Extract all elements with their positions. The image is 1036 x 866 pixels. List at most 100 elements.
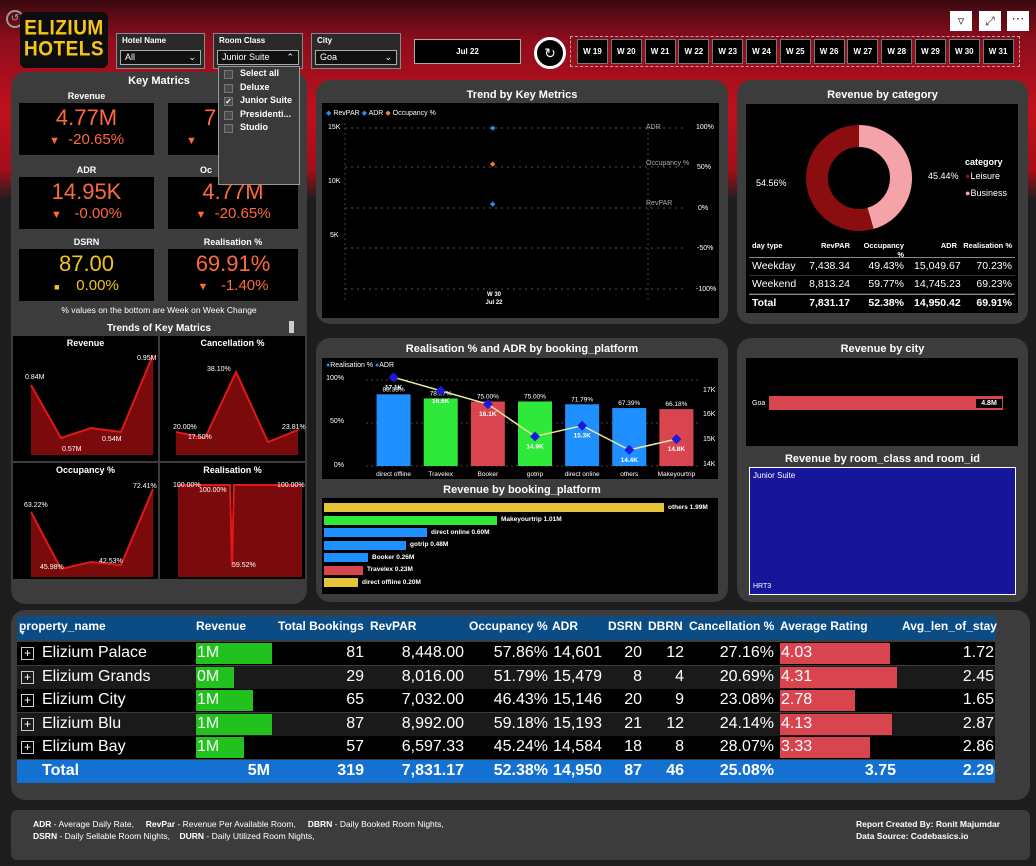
platform-revenue-bar[interactable]	[324, 553, 368, 562]
week-button[interactable]: W 22	[678, 39, 710, 64]
platform-revenue-bar[interactable]	[324, 515, 497, 525]
table-row[interactable]	[17, 736, 995, 759]
divider	[749, 257, 1015, 258]
week-button[interactable]: W 20	[610, 39, 642, 64]
revenue-databar	[196, 666, 234, 688]
expand-plus-icon[interactable]: +	[21, 741, 34, 754]
revenue-trend-label: Revenue	[66, 338, 105, 348]
revenue-trend-chart	[30, 354, 154, 455]
room-class-slicer[interactable]: Room Class Junior Suite ⌃	[213, 33, 303, 69]
reset-icon[interactable]: ↻	[534, 37, 566, 69]
checkbox-checked-icon[interactable]: ✓	[224, 97, 233, 106]
week-button[interactable]: W 29	[915, 39, 946, 64]
total-cell: 319	[337, 762, 364, 779]
platform-revenue-bar[interactable]	[324, 565, 363, 575]
table-cell: 27.16%	[719, 644, 774, 661]
chevron-down-icon: ⌄	[188, 52, 196, 62]
platform-revenue-label: Makeyourtrip 1.01M	[501, 516, 562, 523]
table-row[interactable]	[17, 689, 995, 712]
adr-point[interactable]	[530, 431, 540, 442]
expand-plus-icon[interactable]: +	[21, 670, 34, 684]
hotel-name-slicer[interactable]: Hotel Name All ⌄	[116, 33, 205, 69]
realisation-kpi-value: 69.91%	[195, 251, 271, 276]
week-button[interactable]: W 21	[644, 39, 676, 64]
room-class-option[interactable]: Deluxe	[222, 82, 298, 95]
hotel-name-label: Hotel Name	[122, 36, 167, 45]
room-class-option[interactable]: Studio	[222, 122, 298, 135]
room-class-option[interactable]: Presidenti...	[222, 109, 298, 122]
table-cell: 18	[624, 738, 642, 755]
chevron-down-icon: ⌄	[384, 52, 392, 62]
hotel-name-dropdown[interactable]: All ⌄	[120, 50, 201, 65]
checkbox-icon[interactable]	[224, 110, 233, 120]
table-header-cell[interactable]: Average Rating	[780, 619, 868, 633]
week-button[interactable]: W 25	[779, 39, 811, 64]
table-cell: 14,584	[553, 738, 602, 755]
week-button[interactable]: W 28	[881, 39, 913, 64]
week-button[interactable]: W 26	[813, 39, 845, 64]
table-cell: 23.08%	[719, 691, 774, 708]
table-header-cell[interactable]: Occupancy %	[469, 619, 548, 633]
day-table-header: Occupancy %	[863, 241, 904, 259]
expand-plus-icon[interactable]: +	[21, 694, 34, 707]
city-dropdown[interactable]: Goa ⌄	[315, 50, 397, 65]
table-header-cell[interactable]: Revenue	[196, 619, 247, 633]
month-slicer[interactable]: Jul 22	[414, 39, 521, 64]
checkbox-icon[interactable]	[224, 124, 233, 133]
week-button[interactable]: W 27	[847, 39, 879, 64]
table-header-cell[interactable]: Total Bookings	[278, 619, 364, 633]
platform-revenue-bar[interactable]	[324, 503, 664, 512]
adr-point[interactable]	[624, 444, 635, 455]
realisation-bar[interactable]	[376, 394, 411, 466]
expand-icon[interactable]: ⤢	[979, 11, 1001, 31]
city-revenue-bar[interactable]	[769, 396, 1003, 410]
city-slicer[interactable]: City Goa ⌄	[311, 33, 401, 69]
week-button[interactable]: W 31	[982, 39, 1014, 64]
realisation-label: 71.79%	[571, 396, 593, 403]
realisation-bar[interactable]	[423, 398, 458, 466]
realisation-bar[interactable]	[565, 404, 600, 466]
booking-revenue-title: Revenue by booking_platform	[443, 484, 601, 496]
platform-revenue-label: direct online 0.60M	[431, 528, 490, 536]
property-table-header-bg	[17, 616, 195, 640]
table-header-cell[interactable]: ADR	[552, 619, 578, 633]
table-header-cell[interactable]: RevPAR	[370, 619, 417, 633]
checkbox-icon[interactable]	[224, 70, 233, 79]
week-button[interactable]: W 19	[577, 39, 608, 64]
table-header-cell[interactable]: DBRN	[648, 619, 683, 633]
sort-down-icon[interactable]: ▼	[19, 630, 26, 637]
rev-v4: 0.95M	[137, 355, 157, 362]
checkbox-icon[interactable]	[224, 83, 233, 93]
expand-plus-icon[interactable]: +	[21, 647, 34, 660]
rating-databar	[780, 690, 855, 711]
week-button[interactable]: W 24	[746, 39, 777, 64]
realisation-label: 75.00%	[477, 394, 499, 401]
table-header-cell[interactable]: Avg_len_of_stay	[902, 619, 997, 633]
treemap-tile[interactable]	[749, 467, 1016, 595]
realisation-trend-label: Realisation %	[203, 465, 262, 475]
divider	[749, 275, 1015, 276]
scrollbar[interactable]	[289, 321, 294, 333]
adr-point[interactable]	[388, 372, 399, 383]
table-header-cell[interactable]: Cancellation %	[689, 619, 775, 633]
table-header-cell[interactable]: DSRN	[608, 619, 643, 633]
platform-revenue-bar[interactable]	[324, 540, 406, 550]
filter-icon[interactable]: ▿	[950, 11, 972, 31]
trend-yr-m100: -100%	[696, 286, 717, 293]
day-table-total-cell: 14,950.42	[914, 297, 961, 309]
platform-revenue-bar[interactable]	[324, 528, 427, 537]
week-button[interactable]: W 23	[712, 39, 744, 64]
expand-plus-icon[interactable]: +	[21, 717, 34, 731]
room-class-dropdown[interactable]: Junior Suite ⌃	[217, 50, 299, 65]
trend-yr-0: 0%	[698, 205, 709, 212]
platform-revenue-bar[interactable]	[324, 578, 358, 587]
down-arrow-icon: ▼	[197, 281, 209, 293]
revenue-kpi-change: -20.65%	[68, 131, 125, 148]
room-class-option[interactable]: Select all	[222, 68, 298, 81]
week-button[interactable]: W 30	[948, 39, 980, 64]
realisation-bar[interactable]	[612, 408, 647, 466]
room-class-option[interactable]: ✓ Junior Suite	[222, 95, 298, 108]
table-header-cell[interactable]: property_name	[19, 619, 106, 633]
table-row[interactable]	[17, 665, 995, 689]
more-options-icon[interactable]: ⋯	[1007, 11, 1029, 31]
